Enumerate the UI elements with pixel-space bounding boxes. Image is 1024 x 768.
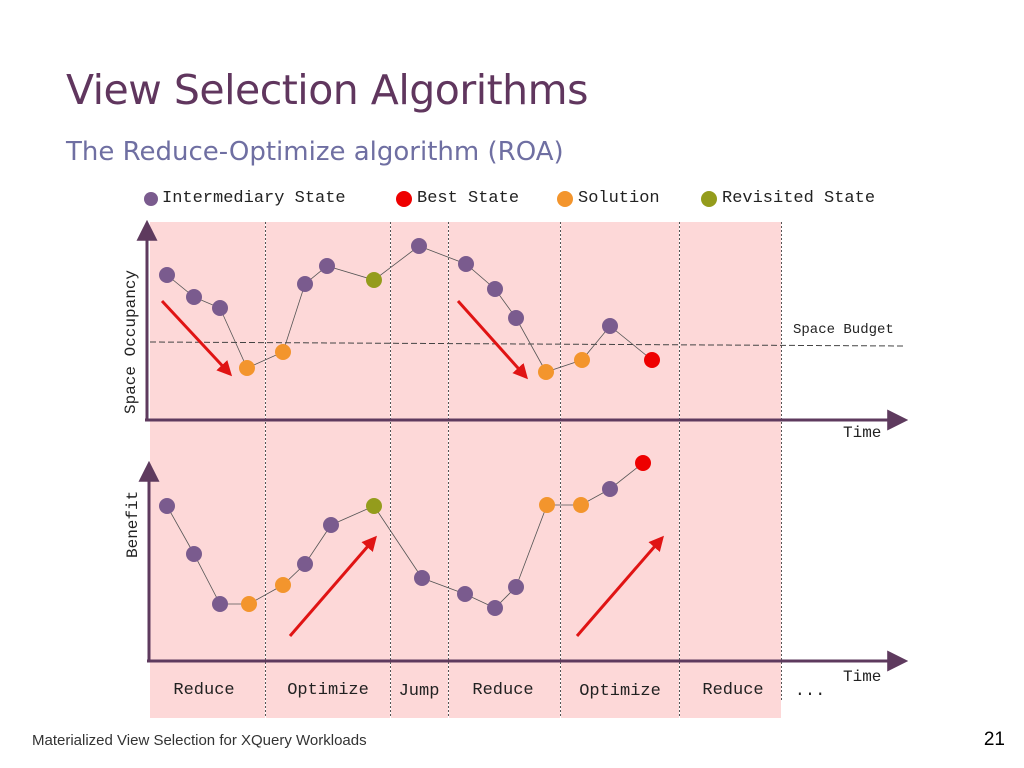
top-trajectory-lines xyxy=(166,245,653,373)
phase-label-reduce: Reduce xyxy=(702,681,763,700)
intermediary-state-point xyxy=(159,498,175,514)
slide-title: View Selection Algorithms xyxy=(66,66,588,114)
top-x-axis-label: Time xyxy=(843,424,881,442)
phase-ellipsis: ... xyxy=(795,682,826,701)
intermediary-state-point xyxy=(457,586,473,602)
intermediary-state-point xyxy=(159,267,175,283)
phase-region-reduce-1 xyxy=(150,222,265,718)
intermediary-state-point xyxy=(323,517,339,533)
bottom-trajectory-points xyxy=(159,455,651,616)
intermediary-state-point xyxy=(414,570,430,586)
intermediary-state-point xyxy=(602,318,618,334)
slide-subtitle: The Reduce-Optimize algorithm (ROA) xyxy=(66,137,564,167)
top-trajectory-1 xyxy=(166,245,653,373)
solution-point xyxy=(275,577,291,593)
intermediary-state-point xyxy=(487,600,503,616)
intermediary-state-point xyxy=(297,276,313,292)
revisited-state-point xyxy=(366,498,382,514)
phase-region-reduce-3 xyxy=(680,222,781,718)
solution-point xyxy=(241,596,257,612)
phase-separators xyxy=(265,222,782,718)
phase-label-optimize: Optimize xyxy=(287,681,369,700)
bottom-y-axis-label: Benefit xyxy=(124,491,142,558)
legend-solution-label: Solution xyxy=(578,189,660,208)
solution-point xyxy=(573,497,589,513)
bottom-plot-axes xyxy=(138,460,909,672)
intermediary-state-point xyxy=(508,310,524,326)
bottom-trajectory-lines xyxy=(166,462,644,609)
phase-label-jump: Jump xyxy=(399,682,440,701)
legend-best-label: Best State xyxy=(417,189,519,208)
revisited-state-point xyxy=(366,272,382,288)
trend-arrow-down-icon xyxy=(160,299,233,377)
trend-arrow-up-icon xyxy=(288,535,377,637)
top-trajectory-points xyxy=(159,238,660,380)
intermediary-state-point xyxy=(212,300,228,316)
phase-label-reduce: Reduce xyxy=(472,681,533,700)
page-number: 21 xyxy=(983,729,1005,750)
solution-point xyxy=(574,352,590,368)
intermediary-state-point xyxy=(319,258,335,274)
phase-regions xyxy=(150,222,781,718)
legend-revisited-icon xyxy=(701,191,717,207)
legend-intermediary-label: Intermediary State xyxy=(162,189,346,208)
intermediary-state-point xyxy=(602,481,618,497)
trend-arrows xyxy=(160,299,664,637)
trend-arrow-down-icon xyxy=(456,299,529,380)
legend-solution-icon xyxy=(557,191,573,207)
intermediary-state-point xyxy=(458,256,474,272)
phase-region-reduce-2 xyxy=(449,222,560,718)
intermediary-state-point xyxy=(487,281,503,297)
best-state-point xyxy=(644,352,660,368)
solution-point xyxy=(538,364,554,380)
intermediary-state-point xyxy=(186,546,202,562)
phase-region-optimize-1 xyxy=(266,222,390,718)
legend-best-icon xyxy=(396,191,412,207)
intermediary-state-point xyxy=(186,289,202,305)
top-y-axis-label: Space Occupancy xyxy=(122,270,140,414)
bottom-trajectory-1 xyxy=(166,462,644,609)
slide-footer: Materialized View Selection for XQuery W… xyxy=(32,732,367,749)
trend-arrow-up-icon xyxy=(575,535,664,637)
phase-region-optimize-2 xyxy=(561,222,679,718)
top-plot-axes xyxy=(136,219,909,431)
intermediary-state-point xyxy=(297,556,313,572)
solution-point xyxy=(539,497,555,513)
phase-label-optimize: Optimize xyxy=(579,682,661,701)
phase-label-reduce: Reduce xyxy=(173,681,234,700)
phase-labels: Reduce Optimize Jump Reduce Optimize Red… xyxy=(173,681,825,701)
space-budget-label: Space Budget xyxy=(793,322,894,338)
legend-revisited-label: Revisited State xyxy=(722,189,875,208)
phase-region-jump xyxy=(391,222,448,718)
intermediary-state-point xyxy=(212,596,228,612)
legend-intermediary-icon xyxy=(144,192,158,206)
intermediary-state-point xyxy=(508,579,524,595)
solution-point xyxy=(275,344,291,360)
best-state-point xyxy=(635,455,651,471)
intermediary-state-point xyxy=(411,238,427,254)
legend: Intermediary State Best State Solution R… xyxy=(144,189,875,208)
solution-point xyxy=(239,360,255,376)
bottom-x-axis-label: Time xyxy=(843,668,881,686)
